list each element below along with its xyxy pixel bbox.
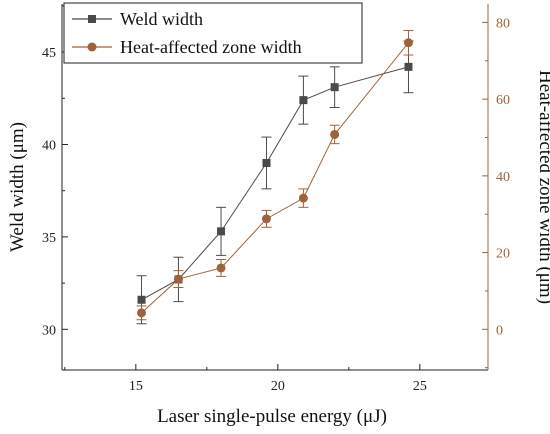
left-y-tick-label: 45	[42, 46, 56, 61]
right-y-tick-label: 80	[496, 16, 510, 31]
x-tick-label: 15	[129, 379, 143, 394]
right-y-tick-label: 0	[496, 323, 503, 338]
data-point-haz	[173, 274, 183, 284]
data-point-haz	[298, 193, 308, 203]
data-point-weld	[330, 83, 339, 92]
left-y-axis-title: Weld width (μm)	[7, 122, 28, 252]
data-point-weld	[404, 62, 413, 71]
right-y-tick-label: 20	[496, 247, 510, 262]
series-line-weld	[141, 66, 409, 301]
data-point-haz	[261, 214, 271, 224]
data-point-weld	[137, 295, 146, 304]
left-y-tick-label: 40	[42, 138, 56, 153]
legend-label-weld: Weld width	[120, 9, 203, 29]
data-point-haz	[216, 263, 226, 273]
data-point-weld	[217, 227, 226, 236]
data-point-weld	[299, 96, 308, 105]
axes-layer: 15 20 25 30 35 40 45 0 20 40 60 80	[42, 4, 510, 394]
right-y-tick-label: 60	[496, 93, 510, 108]
x-tick-label: 25	[413, 379, 427, 394]
legend-square-marker-icon	[88, 15, 96, 23]
right-y-tick-label: 40	[496, 170, 510, 185]
legend-box	[63, 2, 363, 64]
left-y-tick-label: 30	[42, 323, 56, 338]
left-y-tick-label: 35	[42, 231, 56, 246]
legend: Weld width Heat-affected zone width	[63, 2, 363, 64]
series-layer	[136, 29, 414, 325]
data-point-haz	[403, 38, 413, 48]
data-point-weld	[262, 158, 271, 167]
series-line-haz	[141, 42, 409, 314]
data-point-haz	[137, 308, 147, 318]
x-axis-title: Laser single-pulse energy (μJ)	[157, 406, 387, 427]
right-y-axis-title: Heat-affected zone width (μm)	[535, 70, 550, 304]
data-point-haz	[330, 129, 340, 139]
x-tick-label: 20	[271, 379, 285, 394]
legend-circle-marker-icon	[87, 42, 97, 52]
legend-label-haz: Heat-affected zone width	[120, 37, 302, 57]
